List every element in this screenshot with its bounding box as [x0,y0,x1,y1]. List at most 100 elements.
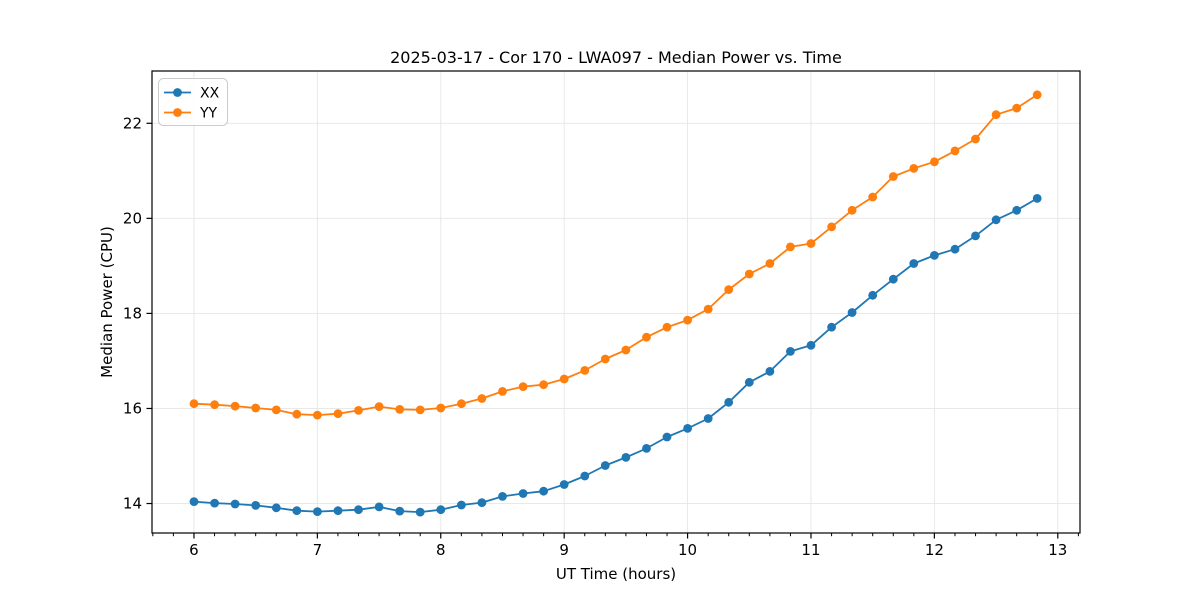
data-point-marker [333,409,343,419]
data-point-marker [991,110,1001,120]
data-point-marker [333,506,343,516]
data-point-marker [189,497,199,506]
tick-label-layer: 6 7 8 9 10 11 12 13 14 16 18 20 22 [123,114,1067,559]
data-point-marker [477,394,487,403]
data-point-marker [354,406,363,415]
data-point-marker [313,507,322,516]
legend-item-yy: YY [164,106,218,122]
legend-marker-xx [173,88,182,97]
x-tick-label: 12 [925,541,944,559]
x-tick-label: 11 [801,541,820,559]
data-point-marker [395,506,405,516]
data-point-marker [765,259,775,268]
data-point-marker [724,285,734,294]
plot-border [151,70,1081,534]
data-point-marker [703,414,713,423]
legend-label-xx: XX [200,86,220,102]
data-point-marker [580,471,590,481]
legend-label-yy: YY [199,106,218,122]
data-point-marker [251,403,261,413]
series-XX [189,194,1042,517]
y-tick-label: 16 [123,399,142,417]
x-tick-label: 8 [436,541,446,559]
data-point-marker [354,505,363,515]
x-axis-label: UT Time (hours) [556,565,676,583]
data-point-marker [847,205,857,215]
data-point-marker [765,367,775,376]
data-point-marker [436,403,446,413]
data-point-marker [498,387,507,396]
data-point-marker [271,405,281,415]
data-point-marker [498,492,507,501]
data-point-marker [827,322,836,332]
data-point-marker [1032,194,1042,203]
data-point-marker [539,380,548,390]
data-point-marker [909,259,919,268]
data-point-marker [1012,205,1022,215]
data-point-marker [600,461,610,470]
data-point-marker [374,402,384,411]
data-point-marker [950,146,960,156]
data-point-marker [868,290,878,300]
data-point-marker [621,453,631,462]
data-point-marker [210,498,220,508]
tick-layer [146,122,1079,539]
series-YY [189,90,1042,420]
data-point-marker [457,399,466,409]
data-point-marker [806,239,816,248]
data-point-marker [806,340,816,350]
y-tick-label: 20 [123,209,142,227]
data-point-marker [847,308,857,317]
y-tick-label: 22 [123,114,142,132]
data-point-marker [991,215,1001,225]
data-point-marker [703,304,713,314]
data-point-marker [271,503,281,513]
data-point-marker [662,322,672,332]
x-tick-label: 7 [313,541,323,559]
series-layer [189,90,1042,517]
data-point-marker [313,410,322,420]
grid-layer [152,71,1080,533]
x-tick-label: 6 [189,541,199,559]
data-point-marker [600,354,610,364]
data-point-marker [683,315,692,325]
data-point-marker [210,400,220,410]
y-tick-label: 18 [123,304,142,322]
data-point-marker [251,501,261,510]
data-point-marker [971,134,980,144]
data-point-marker [888,172,898,181]
data-point-marker [888,274,898,284]
data-point-marker [950,244,960,254]
series-line-YY [193,94,1038,417]
chart-title: 2025-03-17 - Cor 170 - LWA097 - Median P… [390,48,842,67]
data-point-marker [642,444,651,453]
data-point-marker [189,399,199,409]
data-point-marker [230,499,240,509]
data-point-marker [415,405,425,415]
data-point-marker [415,507,425,517]
data-point-marker [457,500,466,510]
data-point-marker [930,157,939,167]
data-point-marker [518,489,528,498]
legend-item-xx: XX [164,86,220,102]
x-tick-label: 10 [678,541,697,559]
data-point-marker [868,192,878,202]
legend: XX YY [158,78,228,126]
data-point-marker [518,382,528,391]
data-point-marker [827,222,836,232]
x-tick-label: 13 [1048,541,1067,559]
data-point-marker [930,251,939,260]
data-point-marker [1012,103,1022,113]
data-point-marker [683,424,692,433]
data-point-marker [477,498,487,507]
y-axis-label: Median Power (CPU) [98,226,116,378]
data-point-marker [621,345,631,355]
data-point-marker [559,480,569,489]
data-point-marker [744,377,754,387]
x-tick-label: 9 [559,541,569,559]
data-point-marker [374,502,384,512]
data-point-marker [559,374,569,384]
data-point-marker [539,486,548,496]
